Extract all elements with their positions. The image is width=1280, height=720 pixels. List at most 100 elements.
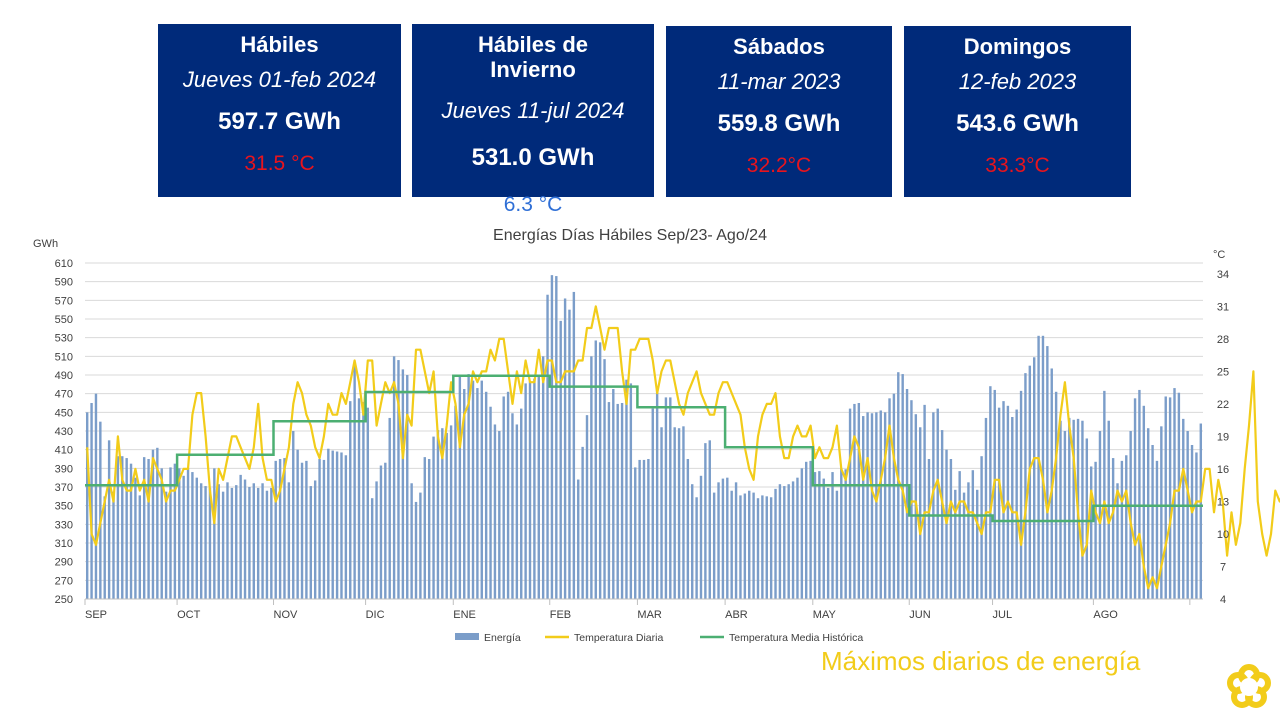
energy-bar: [901, 374, 904, 599]
y2-tick-label: 22: [1217, 399, 1229, 411]
y-tick-label: 570: [55, 295, 73, 307]
energy-bar: [90, 403, 93, 599]
card-date: 12-feb 2023: [958, 69, 1077, 94]
energy-bar: [217, 484, 220, 599]
y-tick-label: 530: [55, 333, 73, 345]
energy-bar: [660, 427, 663, 599]
energy-bar: [765, 496, 768, 599]
energy-bar: [1160, 426, 1163, 599]
energy-bar: [905, 389, 909, 599]
month-label: JUN: [909, 609, 930, 621]
energy-bar: [945, 449, 948, 599]
energy-bar: [1033, 357, 1036, 599]
card-title: Hábiles: [240, 32, 319, 57]
energy-bar: [655, 389, 659, 599]
energy-bar: [853, 403, 856, 599]
energy-bar: [353, 363, 356, 599]
energy-bar: [511, 413, 514, 599]
energy-bar: [221, 491, 225, 599]
y-tick-label: 610: [55, 258, 73, 270]
energy-bar: [388, 417, 391, 599]
energy-bar: [932, 412, 935, 599]
energy-bar: [629, 383, 633, 599]
y-tick-label: 350: [55, 501, 73, 513]
energy-bar: [427, 459, 431, 599]
energy-bar: [883, 412, 887, 599]
energy-bar: [840, 468, 843, 599]
energy-bar: [831, 472, 834, 599]
energy-bar: [1037, 335, 1040, 599]
energy-bar: [1168, 397, 1172, 599]
energy-bar: [160, 468, 163, 599]
chart-axes: 2502702903103303503703904104304504704905…: [33, 238, 1229, 621]
energy-bar: [173, 463, 177, 599]
energy-bar: [449, 425, 453, 599]
energy-bar: [537, 376, 540, 599]
energy-bar: [743, 493, 747, 599]
energy-bar: [94, 393, 98, 599]
energy-bar: [432, 436, 435, 599]
energy-bar: [1063, 431, 1067, 599]
card-date: Jueves 11-jul 2024: [441, 98, 625, 123]
energy-bar: [919, 427, 922, 599]
energy-bar: [99, 421, 102, 599]
energy-bar: [857, 403, 861, 599]
energy-bar: [392, 356, 396, 599]
energy-bar: [335, 451, 339, 599]
energy-bar: [182, 475, 185, 599]
y-tick-label: 270: [55, 575, 73, 587]
energy-bar: [125, 458, 128, 599]
month-label: JUL: [993, 609, 1013, 621]
energy-bar: [458, 375, 462, 599]
energy-bar: [805, 461, 808, 599]
y-tick-label: 490: [55, 370, 73, 382]
energy-bar: [826, 487, 830, 599]
energy-bar: [292, 431, 295, 599]
energy-bar: [142, 457, 146, 599]
energy-bar: [423, 457, 426, 599]
energy-bar: [274, 460, 277, 599]
energy-bar: [870, 413, 874, 599]
energy-bar: [226, 482, 229, 599]
energy-bar: [278, 459, 282, 599]
energy-bar: [563, 298, 567, 599]
energy-bar: [248, 487, 251, 599]
energy-bar: [682, 426, 685, 599]
energy-bar: [620, 403, 624, 599]
energy-bar: [309, 486, 312, 599]
energy-bar: [879, 410, 882, 599]
energy-bar: [243, 479, 247, 599]
energy-bar: [379, 465, 383, 599]
energy-bar: [524, 383, 527, 599]
energy-bar: [546, 294, 549, 599]
energy-bar: [441, 428, 444, 599]
card-winter-temp: 6.3 °C: [503, 193, 563, 216]
energy-bar: [235, 485, 238, 599]
y-tick-label: 590: [55, 277, 73, 289]
energy-bar: [1059, 420, 1062, 599]
footer-note: Máximos diarios de energía: [821, 646, 1141, 676]
energy-bar: [752, 492, 755, 599]
energy-bar: [1098, 431, 1102, 599]
energy-bar: [774, 488, 777, 599]
energy-bar: [989, 386, 992, 599]
energy-bar: [1177, 392, 1181, 599]
card-temp: 33.3°C: [985, 154, 1050, 177]
energy-bar: [476, 388, 479, 599]
energy-bar: [1151, 445, 1154, 599]
energy-bar: [256, 487, 260, 599]
energy-bar: [949, 459, 953, 599]
y-tick-label: 250: [55, 594, 73, 606]
energy-bar: [327, 448, 330, 599]
energy-bar: [506, 391, 510, 599]
energy-bar: [726, 477, 729, 599]
energy-bar: [463, 389, 466, 599]
energy-bar: [287, 482, 291, 599]
month-label: OCT: [177, 609, 201, 621]
y2-axis-label: °C: [1213, 249, 1225, 261]
energy-bar: [625, 379, 628, 599]
energy-bar: [1107, 420, 1110, 599]
energy-bar: [844, 469, 847, 599]
card-sabados: Sábados 11-mar 2023 559.8 GWh 32.2°C: [666, 26, 892, 197]
